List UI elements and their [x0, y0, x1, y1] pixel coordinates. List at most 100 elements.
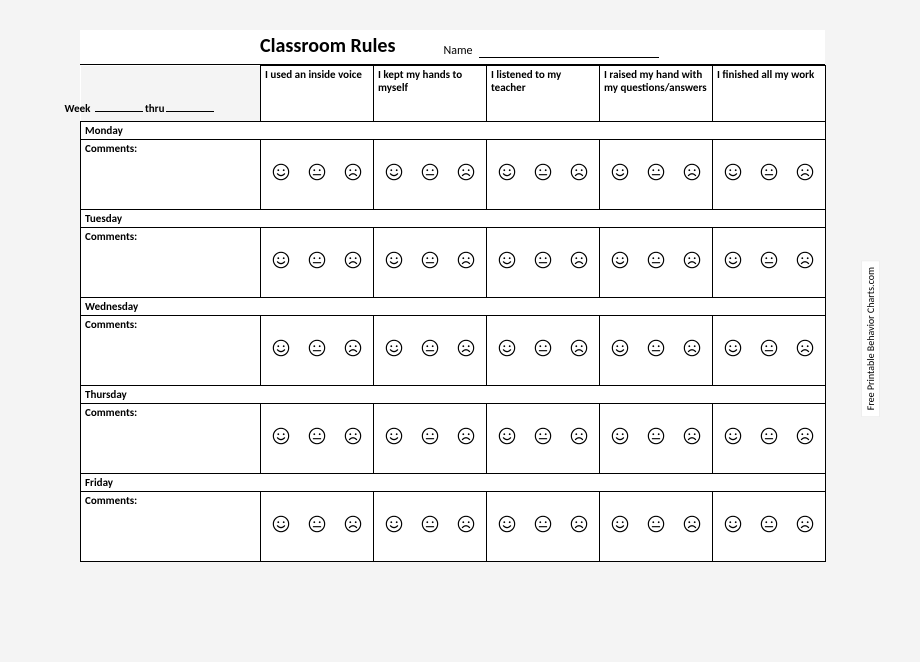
day-label: Wednesday	[81, 298, 826, 316]
name-input-line[interactable]	[479, 46, 659, 58]
neutral-face-icon[interactable]	[308, 163, 326, 181]
behavior-table: Week thru I used an inside voice I kept …	[80, 65, 826, 562]
neutral-face-icon[interactable]	[421, 251, 439, 269]
sad-face-icon[interactable]	[457, 427, 475, 445]
rating-cell	[713, 316, 826, 386]
neutral-face-icon[interactable]	[308, 427, 326, 445]
happy-face-icon[interactable]	[272, 339, 290, 357]
neutral-face-icon[interactable]	[421, 427, 439, 445]
rule-head: I finished all my work	[713, 66, 826, 122]
sad-face-icon[interactable]	[457, 515, 475, 533]
happy-face-icon[interactable]	[724, 515, 742, 533]
neutral-face-icon[interactable]	[760, 339, 778, 357]
neutral-face-icon[interactable]	[421, 163, 439, 181]
sad-face-icon[interactable]	[457, 251, 475, 269]
sad-face-icon[interactable]	[796, 339, 814, 357]
comments-label: Comments:	[81, 228, 261, 298]
neutral-face-icon[interactable]	[308, 515, 326, 533]
happy-face-icon[interactable]	[611, 515, 629, 533]
rating-cell	[374, 228, 487, 298]
happy-face-icon[interactable]	[385, 427, 403, 445]
rating-cell	[600, 492, 713, 562]
rating-cell	[713, 228, 826, 298]
rating-cell	[487, 316, 600, 386]
sad-face-icon[interactable]	[683, 251, 701, 269]
happy-face-icon[interactable]	[724, 427, 742, 445]
happy-face-icon[interactable]	[385, 163, 403, 181]
neutral-face-icon[interactable]	[647, 339, 665, 357]
neutral-face-icon[interactable]	[760, 427, 778, 445]
neutral-face-icon[interactable]	[760, 163, 778, 181]
comments-label: Comments:	[81, 404, 261, 474]
week-start-line[interactable]	[95, 102, 143, 112]
neutral-face-icon[interactable]	[421, 339, 439, 357]
neutral-face-icon[interactable]	[647, 163, 665, 181]
happy-face-icon[interactable]	[385, 515, 403, 533]
sad-face-icon[interactable]	[457, 339, 475, 357]
sad-face-icon[interactable]	[344, 339, 362, 357]
happy-face-icon[interactable]	[724, 251, 742, 269]
comments-label: Comments:	[81, 316, 261, 386]
neutral-face-icon[interactable]	[647, 251, 665, 269]
neutral-face-icon[interactable]	[308, 339, 326, 357]
sad-face-icon[interactable]	[570, 339, 588, 357]
sad-face-icon[interactable]	[570, 163, 588, 181]
sad-face-icon[interactable]	[683, 515, 701, 533]
happy-face-icon[interactable]	[611, 163, 629, 181]
happy-face-icon[interactable]	[272, 427, 290, 445]
rating-cell	[713, 492, 826, 562]
sad-face-icon[interactable]	[344, 251, 362, 269]
happy-face-icon[interactable]	[724, 163, 742, 181]
sad-face-icon[interactable]	[796, 163, 814, 181]
happy-face-icon[interactable]	[272, 515, 290, 533]
happy-face-icon[interactable]	[724, 339, 742, 357]
title-row: Classroom Rules Name	[80, 30, 825, 65]
neutral-face-icon[interactable]	[534, 251, 552, 269]
happy-face-icon[interactable]	[498, 339, 516, 357]
happy-face-icon[interactable]	[272, 251, 290, 269]
header-row: Week thru I used an inside voice I kept …	[81, 66, 826, 122]
neutral-face-icon[interactable]	[647, 427, 665, 445]
rating-cell	[374, 140, 487, 210]
happy-face-icon[interactable]	[385, 251, 403, 269]
sad-face-icon[interactable]	[683, 427, 701, 445]
neutral-face-icon[interactable]	[534, 427, 552, 445]
neutral-face-icon[interactable]	[534, 339, 552, 357]
happy-face-icon[interactable]	[272, 163, 290, 181]
happy-face-icon[interactable]	[498, 427, 516, 445]
sad-face-icon[interactable]	[344, 163, 362, 181]
sad-face-icon[interactable]	[796, 427, 814, 445]
happy-face-icon[interactable]	[611, 251, 629, 269]
sad-face-icon[interactable]	[570, 515, 588, 533]
happy-face-icon[interactable]	[498, 163, 516, 181]
sad-face-icon[interactable]	[683, 339, 701, 357]
sad-face-icon[interactable]	[796, 515, 814, 533]
happy-face-icon[interactable]	[611, 427, 629, 445]
neutral-face-icon[interactable]	[534, 515, 552, 533]
neutral-face-icon[interactable]	[760, 515, 778, 533]
sad-face-icon[interactable]	[570, 251, 588, 269]
source-credit: Free Printable Behavior Charts.com	[861, 260, 880, 417]
sad-face-icon[interactable]	[796, 251, 814, 269]
neutral-face-icon[interactable]	[647, 515, 665, 533]
rule-head: I raised my hand with my questions/answe…	[600, 66, 713, 122]
happy-face-icon[interactable]	[498, 515, 516, 533]
sad-face-icon[interactable]	[457, 163, 475, 181]
comments-label: Comments:	[81, 492, 261, 562]
sad-face-icon[interactable]	[570, 427, 588, 445]
neutral-face-icon[interactable]	[308, 251, 326, 269]
day-comments-row: Comments:	[81, 492, 826, 562]
rating-cell	[713, 404, 826, 474]
sad-face-icon[interactable]	[344, 427, 362, 445]
week-end-line[interactable]	[166, 102, 214, 112]
page-title: Classroom Rules	[260, 34, 395, 58]
neutral-face-icon[interactable]	[534, 163, 552, 181]
day-label-row: Monday	[81, 122, 826, 140]
sad-face-icon[interactable]	[683, 163, 701, 181]
sad-face-icon[interactable]	[344, 515, 362, 533]
happy-face-icon[interactable]	[498, 251, 516, 269]
neutral-face-icon[interactable]	[421, 515, 439, 533]
neutral-face-icon[interactable]	[760, 251, 778, 269]
happy-face-icon[interactable]	[385, 339, 403, 357]
happy-face-icon[interactable]	[611, 339, 629, 357]
